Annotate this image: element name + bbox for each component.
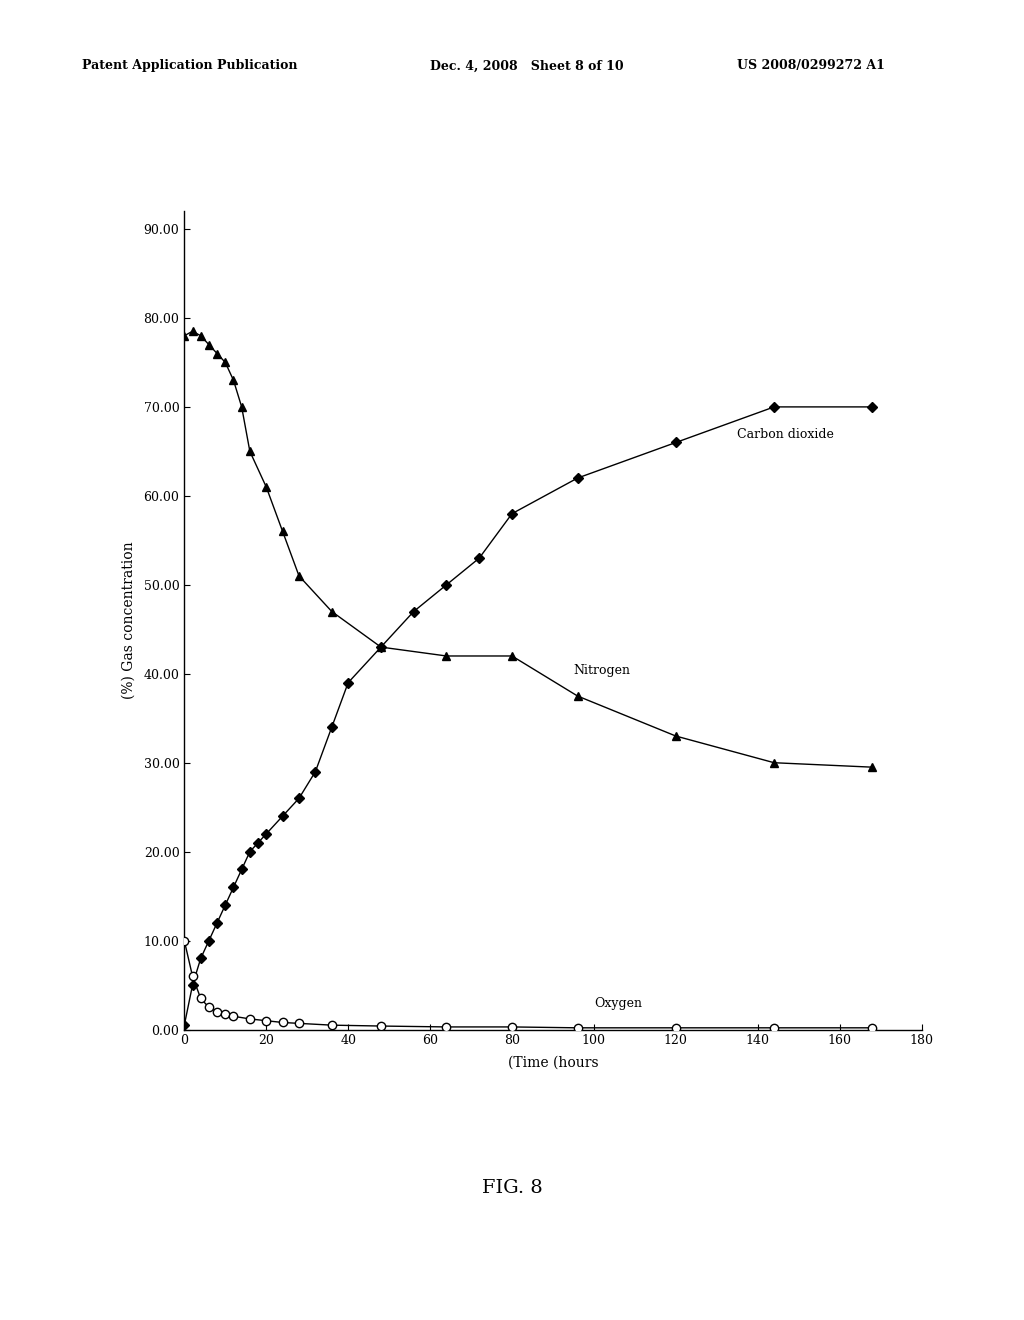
Text: FIG. 8: FIG. 8 <box>481 1179 543 1197</box>
X-axis label: (Time (hours: (Time (hours <box>508 1056 598 1069</box>
Text: US 2008/0299272 A1: US 2008/0299272 A1 <box>737 59 885 73</box>
Text: Carbon dioxide: Carbon dioxide <box>737 428 835 441</box>
Y-axis label: (%) Gas concentration: (%) Gas concentration <box>121 541 135 700</box>
Text: Oxygen: Oxygen <box>594 998 642 1010</box>
Text: Nitrogen: Nitrogen <box>573 664 631 677</box>
Text: Dec. 4, 2008   Sheet 8 of 10: Dec. 4, 2008 Sheet 8 of 10 <box>430 59 624 73</box>
Text: Patent Application Publication: Patent Application Publication <box>82 59 297 73</box>
